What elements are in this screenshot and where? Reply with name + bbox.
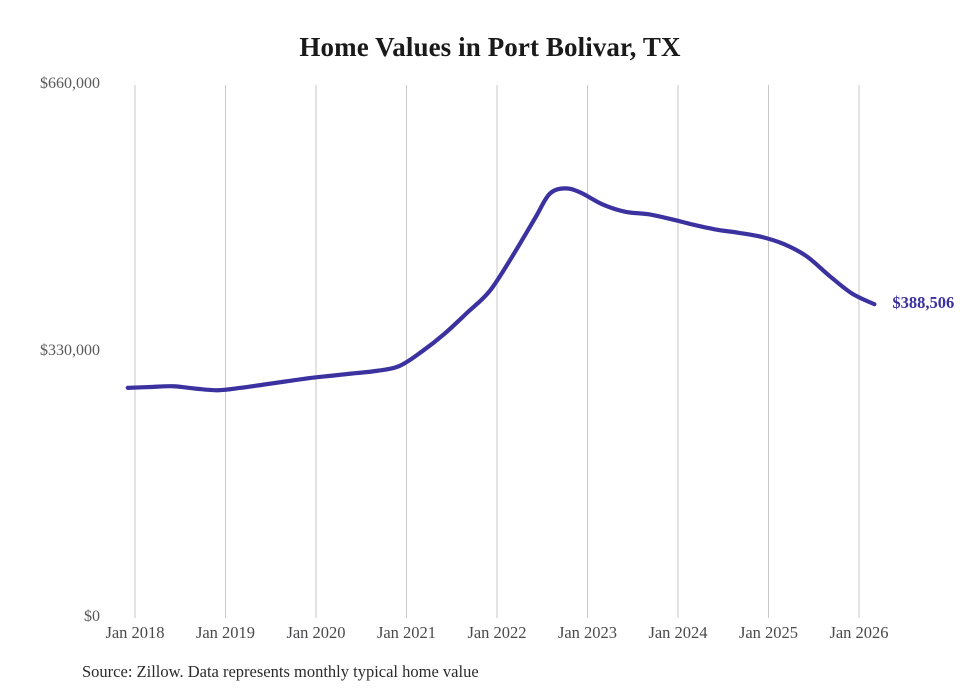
series-line-typical-home-value xyxy=(125,186,877,393)
x-tick-jan-2020: Jan 2020 xyxy=(286,623,346,642)
endpoint-value-label: $388,506 xyxy=(892,293,955,313)
x-tick-jan-2024: Jan 2024 xyxy=(648,623,708,642)
gridlines xyxy=(134,85,860,618)
x-tick-jan-2025: Jan 2025 xyxy=(738,623,799,642)
chart-title: Home Values in Port Bolivar, TX xyxy=(299,32,681,62)
x-tick-jan-2018: Jan 2018 xyxy=(105,623,165,642)
x-tick-jan-2022: Jan 2022 xyxy=(467,623,527,642)
x-tick-jan-2026: Jan 2026 xyxy=(829,623,889,642)
y-tick-330000: $330,000 xyxy=(40,341,100,359)
x-tick-jan-2021: Jan 2021 xyxy=(376,623,437,642)
x-tick-jan-2019: Jan 2019 xyxy=(195,623,256,642)
source-note: Source: Zillow. Data represents monthly … xyxy=(82,662,479,681)
x-tick-jan-2023: Jan 2023 xyxy=(557,623,618,642)
data-series-line xyxy=(125,186,877,393)
y-tick-0: $0 xyxy=(84,608,100,625)
y-tick-660000: $660,000 xyxy=(40,75,100,92)
